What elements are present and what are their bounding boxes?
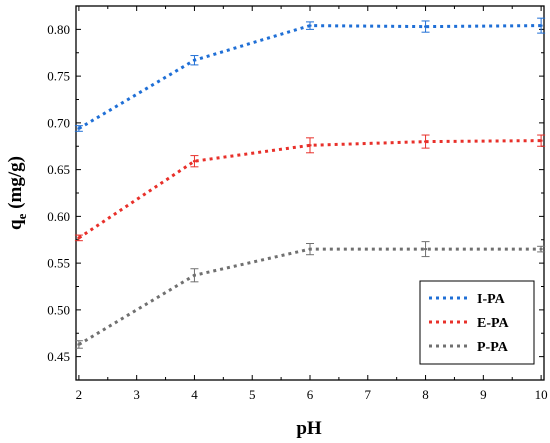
series-line-e-pa (78, 139, 542, 240)
legend-label: I-PA (477, 292, 506, 307)
legend-label: P-PA (477, 340, 509, 355)
y-tick-label: 0.70 (47, 115, 70, 130)
y-tick-label: 0.80 (47, 22, 70, 37)
y-tick-label: 0.45 (47, 349, 70, 364)
error-bar (74, 125, 83, 132)
error-bar (306, 242, 314, 256)
series-line-i-pa (78, 24, 542, 130)
x-tick-label: 10 (535, 387, 548, 402)
error-bar (306, 137, 314, 154)
x-tick-label: 9 (480, 387, 487, 402)
y-tick-label: 0.65 (47, 162, 70, 177)
legend: I-PA E-PA P-PA (419, 280, 535, 365)
error-bar (190, 268, 199, 283)
y-axis-title-main: q (5, 219, 26, 230)
legend-label: E-PA (477, 316, 510, 331)
error-bar (421, 134, 430, 149)
y-tick-label: 0.55 (47, 256, 70, 271)
x-axis-title: pH (296, 418, 322, 439)
x-tick-label: 4 (191, 387, 198, 402)
error-bar (537, 245, 546, 253)
error-bar (537, 17, 546, 34)
x-tick-label: 7 (365, 387, 372, 402)
y-tick-label: 0.50 (47, 302, 70, 317)
x-tick-label: 2 (76, 387, 83, 402)
x-tick-label: 8 (422, 387, 429, 402)
series-layer (74, 17, 546, 349)
y-tick-label: 0.75 (47, 69, 70, 84)
y-axis-title: qe (mg/g) (5, 156, 29, 230)
error-bar (306, 21, 314, 30)
error-bar (190, 55, 199, 66)
x-tick-label: 6 (307, 387, 314, 402)
error-bar (74, 234, 83, 242)
y-tick-label: 0.60 (47, 209, 70, 224)
ticks-layer: 2 3 4 5 6 7 8 9 10 0.45 0.50 0.55 0.60 0.65 0.70 0.75 0.… (47, 6, 548, 402)
x-tick-label: 3 (133, 387, 140, 402)
error-bar (421, 241, 430, 258)
error-bar (190, 155, 199, 168)
y-axis-title-subscript: e (14, 213, 29, 219)
error-bar (421, 20, 430, 33)
y-axis-title-unit: (mg/g) (5, 156, 26, 214)
error-bar (74, 340, 83, 349)
x-tick-label: 5 (249, 387, 256, 402)
error-bar (537, 134, 546, 147)
